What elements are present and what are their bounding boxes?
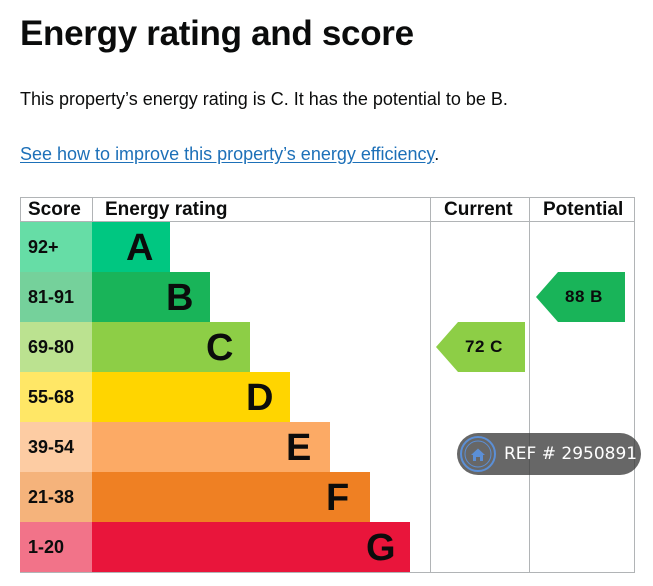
current-rating-marker-label: 72 C [465,337,503,356]
divider-current [529,197,530,573]
score-range-a: 92+ [20,222,92,272]
band-bar-d [92,372,290,422]
potential-rating-marker-label: 88 B [565,287,603,306]
rating-summary: This property’s energy rating is C. It h… [20,89,508,109]
home-icon [460,436,496,472]
score-range-e: 39-54 [20,422,92,472]
header-potential: Potential [543,199,624,220]
band-bar-e [92,422,330,472]
band-bar-a [92,222,170,272]
score-range-g: 1-20 [20,522,92,572]
improve-link-paragraph: See how to improve this property’s energ… [20,144,439,165]
band-letter-b: B [166,277,194,319]
ref-number: REF # 2950891 [504,444,638,464]
header-divider [20,221,635,222]
band-letter-e: E [286,427,312,469]
link-suffix: . [434,144,440,164]
band-bar-b [92,272,210,322]
improve-efficiency-link[interactable]: See how to improve this property’s energ… [20,144,435,164]
header-current: Current [444,199,513,220]
band-letter-f: F [326,477,350,519]
band-letter-a: A [126,227,154,269]
band-letter-d: D [246,377,274,419]
band-bar-f [92,472,370,522]
band-letter-c: C [206,327,234,369]
energy-rating-chart: Score Energy rating Current Potential 92… [20,197,635,573]
score-range-b: 81-91 [20,272,92,322]
header-energy-rating: Energy rating [105,199,228,220]
band-bar-c [92,322,250,372]
score-range-c: 69-80 [20,322,92,372]
header-score: Score [28,199,81,220]
score-range-f: 21-38 [20,472,92,522]
divider-rating [430,197,431,573]
potential-rating-marker: 88 B [536,272,625,322]
score-range-d: 55-68 [20,372,92,422]
potential-rating-marker-arrow [536,272,625,322]
band-letter-g: G [366,527,396,569]
current-rating-marker: 72 C [436,322,525,372]
ref-watermark: REF # 2950891 [457,433,641,475]
band-bar-g [92,522,410,572]
page-title: Energy rating and score [20,14,414,53]
current-rating-marker-arrow [436,322,525,372]
